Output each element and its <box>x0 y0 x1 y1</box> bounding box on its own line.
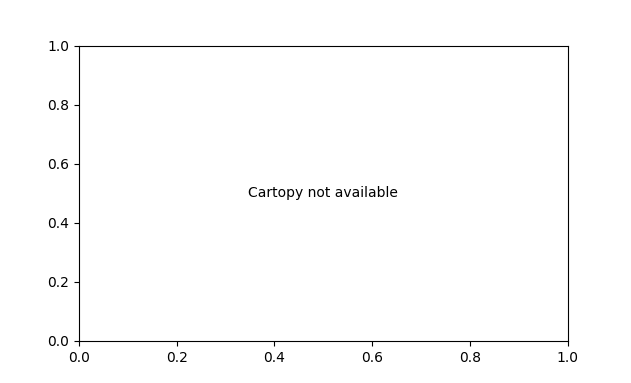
Text: Cartopy not available: Cartopy not available <box>249 187 398 200</box>
